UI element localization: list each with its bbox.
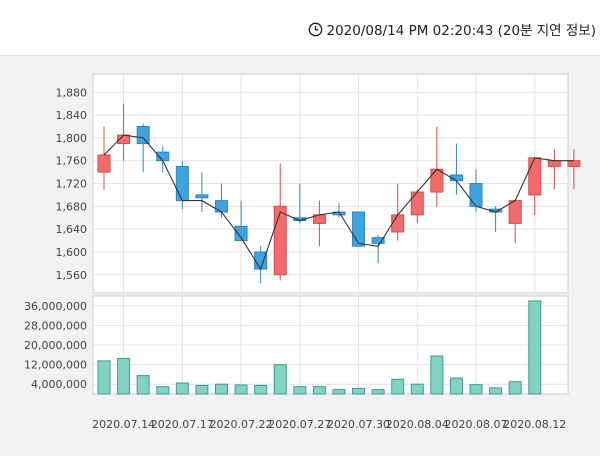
candle-body <box>508 200 522 224</box>
candle-body <box>371 237 385 244</box>
price-grid <box>92 73 569 294</box>
price-y-axis: 1,560 1,600 1,640 1,680 1,720 1,760 1,800 1,840… <box>56 86 88 282</box>
candle-body <box>254 251 268 270</box>
x-tick-label: 2020.08.07 <box>445 418 508 431</box>
price-line <box>103 134 574 271</box>
x-tick-label: 2020.07.22 <box>210 418 273 431</box>
price-tick-label: 1,640 <box>56 223 88 236</box>
candle-body <box>567 160 581 167</box>
price-tick-label: 1,600 <box>56 246 88 259</box>
x-axis: 2020.07.142020.07.172020.07.222020.07.27… <box>92 418 566 431</box>
header-bar: 2020/08/14 PM 02:20:43 (20분 지연 정보) <box>0 0 600 56</box>
x-tick-label: 2020.07.30 <box>327 418 390 431</box>
timestamp-text: 2020/08/14 PM 02:20:43 (20분 지연 정보) <box>326 23 597 39</box>
candle-body <box>469 183 483 207</box>
volume-bar <box>489 387 503 395</box>
price-tick-label: 1,560 <box>56 269 88 282</box>
volume-grid <box>92 295 569 395</box>
candle-body <box>175 165 189 202</box>
volume-bar <box>234 384 248 395</box>
volume-bar <box>352 387 366 395</box>
price-tick-label: 1,760 <box>56 155 88 168</box>
volume-bar <box>312 386 326 395</box>
x-tick-label: 2020.08.12 <box>503 418 566 431</box>
volume-bar <box>156 386 170 395</box>
price-tick-label: 1,800 <box>56 132 88 145</box>
volume-bar <box>469 384 483 395</box>
volume-bar <box>195 384 209 395</box>
volume-bar <box>528 300 542 395</box>
price-tick-label: 1,680 <box>56 200 88 213</box>
volume-tick-label: 20,000,000 <box>24 339 87 352</box>
volume-tick-label: 28,000,000 <box>24 319 87 332</box>
x-tick-label: 2020.07.27 <box>268 418 331 431</box>
candle-body <box>410 191 424 216</box>
candle-body <box>97 154 111 173</box>
candle-body <box>214 200 228 213</box>
volume-bar <box>273 364 287 395</box>
price-tick-label: 1,720 <box>56 178 88 191</box>
x-tick-label: 2020.08.04 <box>386 418 449 431</box>
candle-body <box>352 211 366 247</box>
candlestick-series <box>97 103 581 284</box>
candle-body <box>273 205 287 276</box>
volume-bar <box>214 383 228 395</box>
candle-body <box>547 160 561 167</box>
volume-bar <box>293 386 307 395</box>
volume-bar <box>371 389 385 395</box>
price-tick-label: 1,880 <box>56 86 88 99</box>
volume-bar <box>449 377 463 395</box>
candle-body <box>195 194 209 199</box>
x-tick-label: 2020.07.17 <box>151 418 214 431</box>
price-tick-label: 1,840 <box>56 109 88 122</box>
x-tick-label: 2020.07.14 <box>92 418 155 431</box>
candle-body <box>234 225 248 242</box>
volume-bar <box>508 381 522 395</box>
timestamp-display: 2020/08/14 PM 02:20:43 (20분 지연 정보) <box>308 19 597 39</box>
volume-bar <box>391 378 405 395</box>
candle-body <box>136 125 150 145</box>
volume-tick-label: 4,000,000 <box>31 378 87 391</box>
volume-bar <box>332 389 346 395</box>
clock-icon <box>308 22 322 36</box>
chart-panel: 1,560 1,600 1,640 1,680 1,720 1,760 1,800 1,840… <box>0 56 600 456</box>
volume-bar-series <box>97 300 542 395</box>
volume-bar <box>410 383 424 395</box>
candle-body <box>430 168 444 193</box>
volume-y-axis: 4,000,000 12,000,000 20,000,000 28,000,000 3… <box>24 300 87 391</box>
volume-tick-label: 36,000,000 <box>24 300 87 313</box>
volume-bar <box>117 357 131 395</box>
volume-bar <box>136 375 150 395</box>
price-line-series <box>103 134 574 271</box>
candle-body <box>528 157 542 196</box>
volume-bar <box>254 384 268 395</box>
stock-chart: 1,560 1,600 1,640 1,680 1,720 1,760 1,800 1,840… <box>24 73 581 431</box>
volume-tick-label: 12,000,000 <box>24 359 87 372</box>
volume-bar <box>97 360 111 395</box>
volume-bar <box>430 355 444 395</box>
candle-body <box>391 214 405 233</box>
volume-bar <box>175 382 189 395</box>
